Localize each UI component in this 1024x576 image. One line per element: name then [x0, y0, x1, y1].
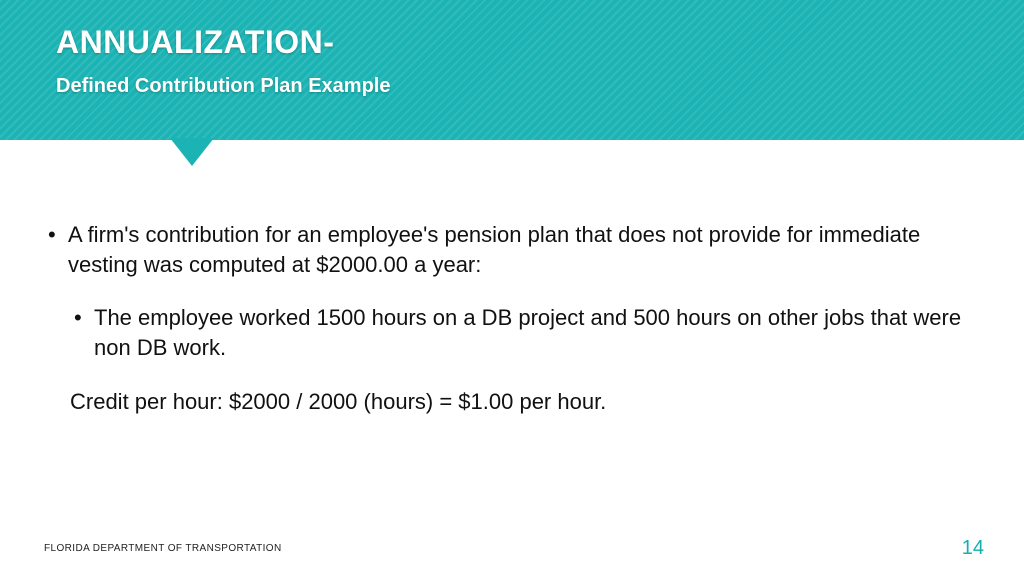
- slide: ANNUALIZATION- Defined Contribution Plan…: [0, 0, 1024, 576]
- bullet-level2: The employee worked 1500 hours on a DB p…: [70, 303, 964, 362]
- header-notch-icon: [170, 138, 214, 166]
- page-number: 14: [962, 537, 984, 560]
- header-band: ANNUALIZATION- Defined Contribution Plan…: [0, 0, 1024, 140]
- header-hatch-bg: [0, 0, 1024, 140]
- content-area: A firm's contribution for an employee's …: [44, 220, 964, 416]
- slide-title: ANNUALIZATION-: [56, 24, 968, 61]
- slide-subtitle: Defined Contribution Plan Example: [56, 75, 968, 98]
- footer-org: FLORIDA DEPARTMENT OF TRANSPORTATION: [44, 543, 282, 554]
- bullet-main-text: A firm's contribution for an employee's …: [68, 222, 920, 277]
- bullet-level1: A firm's contribution for an employee's …: [44, 220, 964, 279]
- bullet-sub1-text: The employee worked 1500 hours on a DB p…: [94, 305, 961, 360]
- credit-line: Credit per hour: $2000 / 2000 (hours) = …: [70, 387, 964, 417]
